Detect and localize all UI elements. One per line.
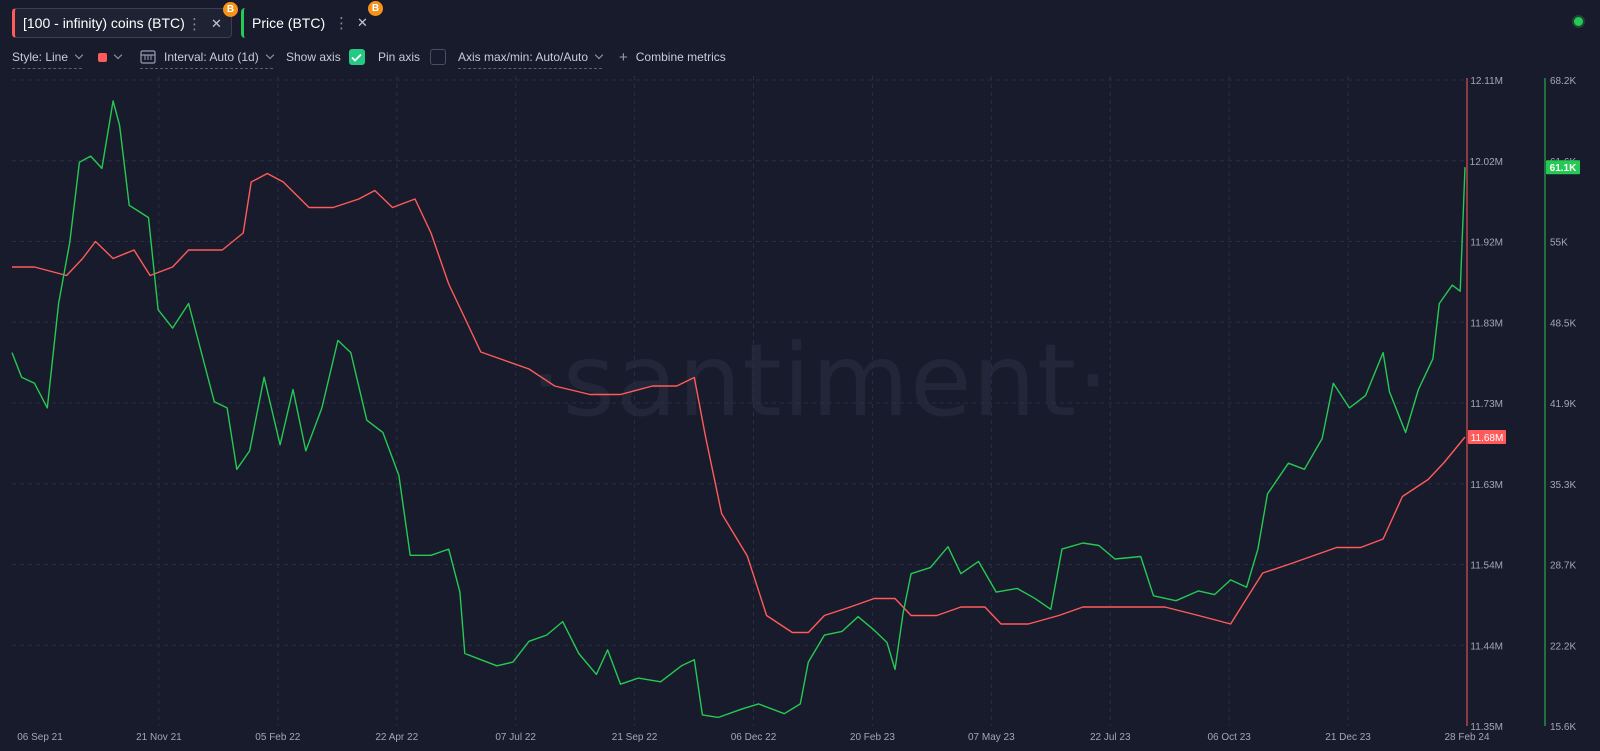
left-axis-tick-label: 12.11M — [1470, 76, 1503, 87]
right-axis-tick-label: 48.5K — [1550, 318, 1576, 329]
right-axis-tick-label: 35.3K — [1550, 480, 1576, 491]
left-axis-tick-label: 12.02M — [1470, 157, 1503, 168]
interval-icon — [140, 50, 156, 64]
santiment-watermark: ·santiment· — [530, 322, 1110, 439]
plus-icon: + — [619, 48, 628, 66]
x-axis-tick-label: 05 Feb 22 — [255, 732, 300, 743]
metric-tab-coins[interactable]: [100 - infinity) coins (BTC) ⋮ ✕ B — [12, 2, 238, 38]
metric-tab-coins-label: [100 - infinity) coins (BTC) — [23, 15, 185, 31]
interval-select[interactable]: Interval: Auto (1d) — [140, 48, 274, 69]
right-axis-tick-label: 41.9K — [1550, 399, 1576, 410]
metric-tab-price[interactable]: Price (BTC) ⋮ ✕ B — [241, 1, 383, 38]
x-axis-tick-label: 21 Sep 22 — [612, 732, 658, 743]
x-axis-tick-label: 06 Sep 21 — [17, 732, 63, 743]
left-axis-tick-label: 11.63M — [1470, 480, 1503, 491]
style-select[interactable]: Style: Line — [12, 48, 84, 69]
interval-select-label: Interval: Auto (1d) — [164, 50, 259, 64]
bitcoin-icon: B — [223, 2, 238, 17]
last-value-badge-coins — [1468, 430, 1506, 444]
right-axis-tick-label: 15.6K — [1550, 722, 1576, 733]
combine-metrics-label: Combine metrics — [635, 50, 726, 64]
left-axis-tick-label: 11.83M — [1470, 318, 1503, 329]
combine-metrics-button[interactable]: + Combine metrics — [619, 48, 726, 66]
x-axis-tick-label: 21 Dec 23 — [1325, 732, 1371, 743]
show-axis-label: Show axis — [286, 50, 341, 64]
checkbox-unchecked-icon[interactable] — [430, 49, 447, 65]
left-axis-tick-label: 11.92M — [1470, 238, 1503, 249]
series-line-price — [11, 100, 1466, 719]
axis-minmax-label: Axis max/min: Auto/Auto — [458, 50, 589, 64]
close-icon[interactable]: ✕ — [357, 15, 368, 30]
bitcoin-icon: B — [368, 1, 383, 16]
last-value-label-price: 61.1K — [1550, 163, 1577, 174]
series-line-coins — [12, 172, 1466, 634]
left-axis-tick-label: 11.44M — [1470, 641, 1503, 652]
metric-tab-price-label: Price (BTC) — [252, 15, 326, 31]
last-value-badge-price — [1546, 160, 1580, 175]
right-axis-tick-label: 68.2K — [1550, 76, 1576, 87]
x-axis-tick-label: 07 May 23 — [968, 732, 1015, 743]
right-axis-tick-label: 55K — [1550, 238, 1568, 249]
left-axis-tick-label: 11.35M — [1470, 722, 1503, 733]
show-axis-toggle[interactable]: Show axis — [286, 48, 365, 66]
style-select-label: Style: Line — [12, 50, 69, 64]
more-options-icon[interactable]: ⋮ — [334, 15, 349, 32]
live-status-dot — [1574, 17, 1583, 26]
more-options-icon[interactable]: ⋮ — [187, 16, 202, 33]
pin-axis-label: Pin axis — [378, 50, 421, 64]
x-axis-tick-label: 06 Oct 23 — [1207, 732, 1251, 743]
x-axis-tick-label: 22 Jul 23 — [1090, 732, 1131, 743]
close-icon[interactable]: ✕ — [211, 16, 222, 31]
right-axis-tick-label: 28.7K — [1550, 561, 1576, 572]
x-axis-tick-label: 28 Feb 24 — [1444, 732, 1489, 743]
x-axis-tick-label: 20 Feb 23 — [850, 732, 895, 743]
right-axis-tick-label: 22.2K — [1550, 641, 1576, 652]
checkbox-checked-icon[interactable] — [348, 49, 365, 65]
left-axis-tick-label: 11.54M — [1470, 561, 1503, 572]
x-axis-tick-label: 21 Nov 21 — [136, 732, 182, 743]
x-axis-tick-label: 07 Jul 22 — [495, 732, 536, 743]
pin-axis-toggle[interactable]: Pin axis — [378, 48, 447, 66]
line-color-select[interactable] — [98, 48, 123, 66]
x-axis-tick-label: 22 Apr 22 — [375, 732, 418, 743]
x-axis-tick-label: 06 Dec 22 — [731, 732, 777, 743]
axis-minmax-select[interactable]: Axis max/min: Auto/Auto — [458, 48, 604, 69]
last-value-label-coins: 11.68M — [1471, 433, 1504, 444]
left-axis-tick-label: 11.73M — [1470, 399, 1503, 410]
color-swatch-icon — [98, 52, 107, 62]
